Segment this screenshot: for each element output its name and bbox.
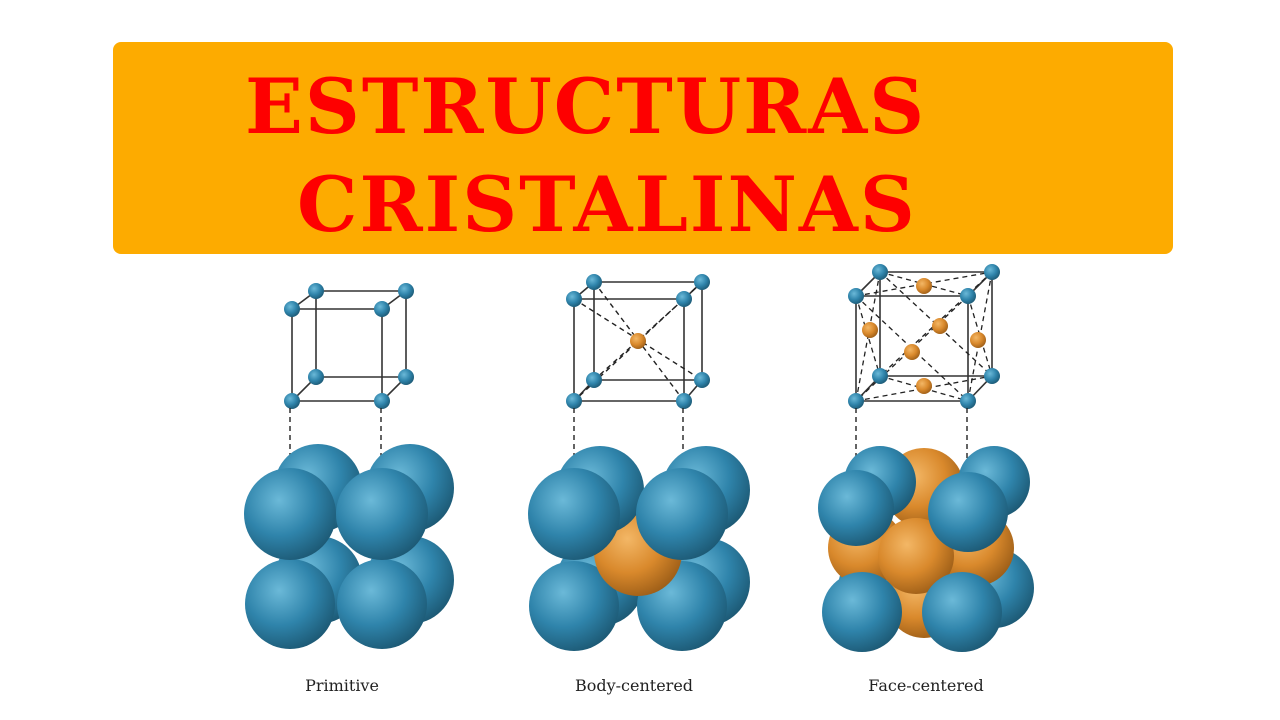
body-centered-structure	[528, 274, 750, 651]
caption-face-centered: Face-centered	[868, 676, 984, 695]
caption-primitive: Primitive	[305, 676, 379, 695]
primitive-cell-atoms	[284, 283, 414, 409]
primitive-sphere-packing	[244, 444, 454, 649]
title-line-2: CRISTALINAS	[297, 160, 917, 249]
bcc-unit-cell	[573, 281, 703, 402]
fcc-sphere-packing	[818, 446, 1034, 652]
bcc-sphere-packing	[528, 446, 750, 651]
title-banner: ESTRUCTURAS CRISTALINAS	[113, 42, 1173, 254]
primitive-unit-cell	[291, 290, 407, 402]
bcc-cell-atoms	[566, 274, 710, 409]
title-line-1: ESTRUCTURAS	[245, 62, 927, 151]
caption-body-centered: Body-centered	[574, 676, 694, 695]
fcc-cell-atoms	[848, 264, 1000, 409]
face-centered-structure	[818, 264, 1034, 652]
primitive-structure	[244, 283, 454, 649]
